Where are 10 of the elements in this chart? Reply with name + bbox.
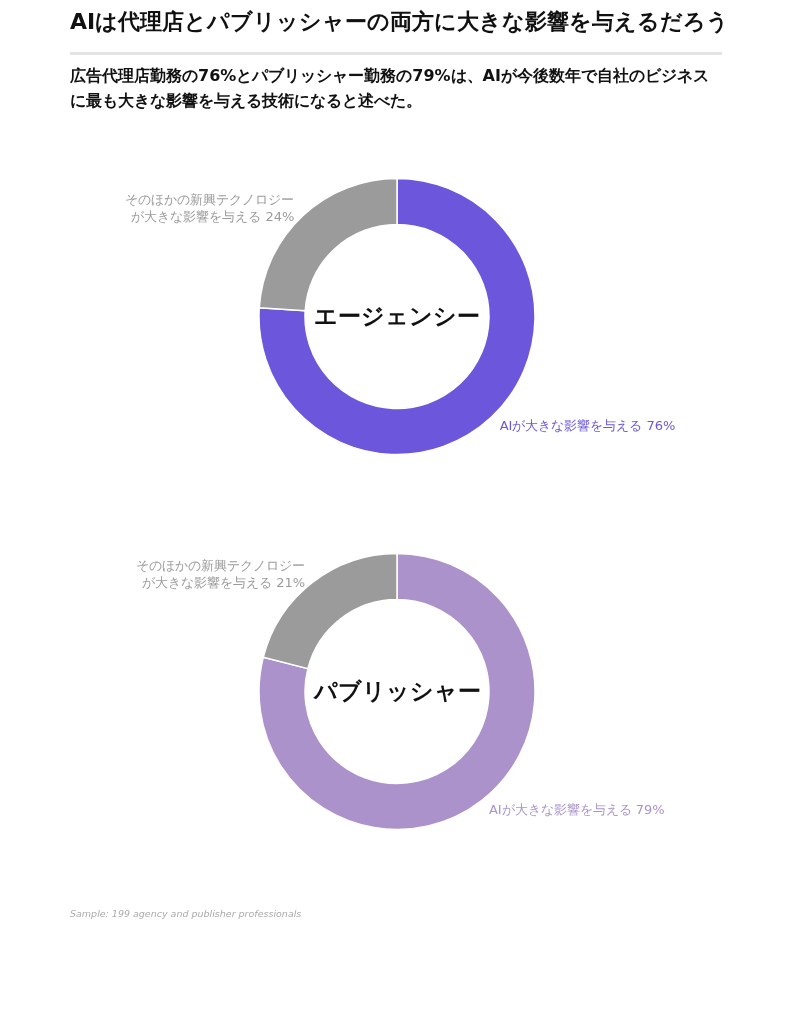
donut-slice [258, 177, 536, 456]
slice-label: そのほかの新興テクノロジーが大きな影響を与える 21% [136, 557, 306, 590]
text: パブリッシャー [311, 677, 481, 704]
chart-subtitle: 広告代理店勤務の76%とパブリッシャー勤務の79%は、AIが今後数年で自社のビジネスに最も大きな影響を与える技術になると述べた。 [70, 65, 710, 112]
text: エージェンシー [314, 302, 480, 329]
slice-label: そのほかの新興テクノロジーが大きな影響を与える 24% [125, 192, 295, 225]
slice-label: AIが大きな影響を与える 79% [488, 802, 665, 818]
text: Sample: 199 agency and publisher professionals [70, 907, 303, 921]
chart-title: AIは代理店とパブリッシャーの両方に大きな影響を与えるだろう [70, 8, 730, 36]
slice-label: AIが大きな影響を与える 76% [499, 417, 676, 433]
